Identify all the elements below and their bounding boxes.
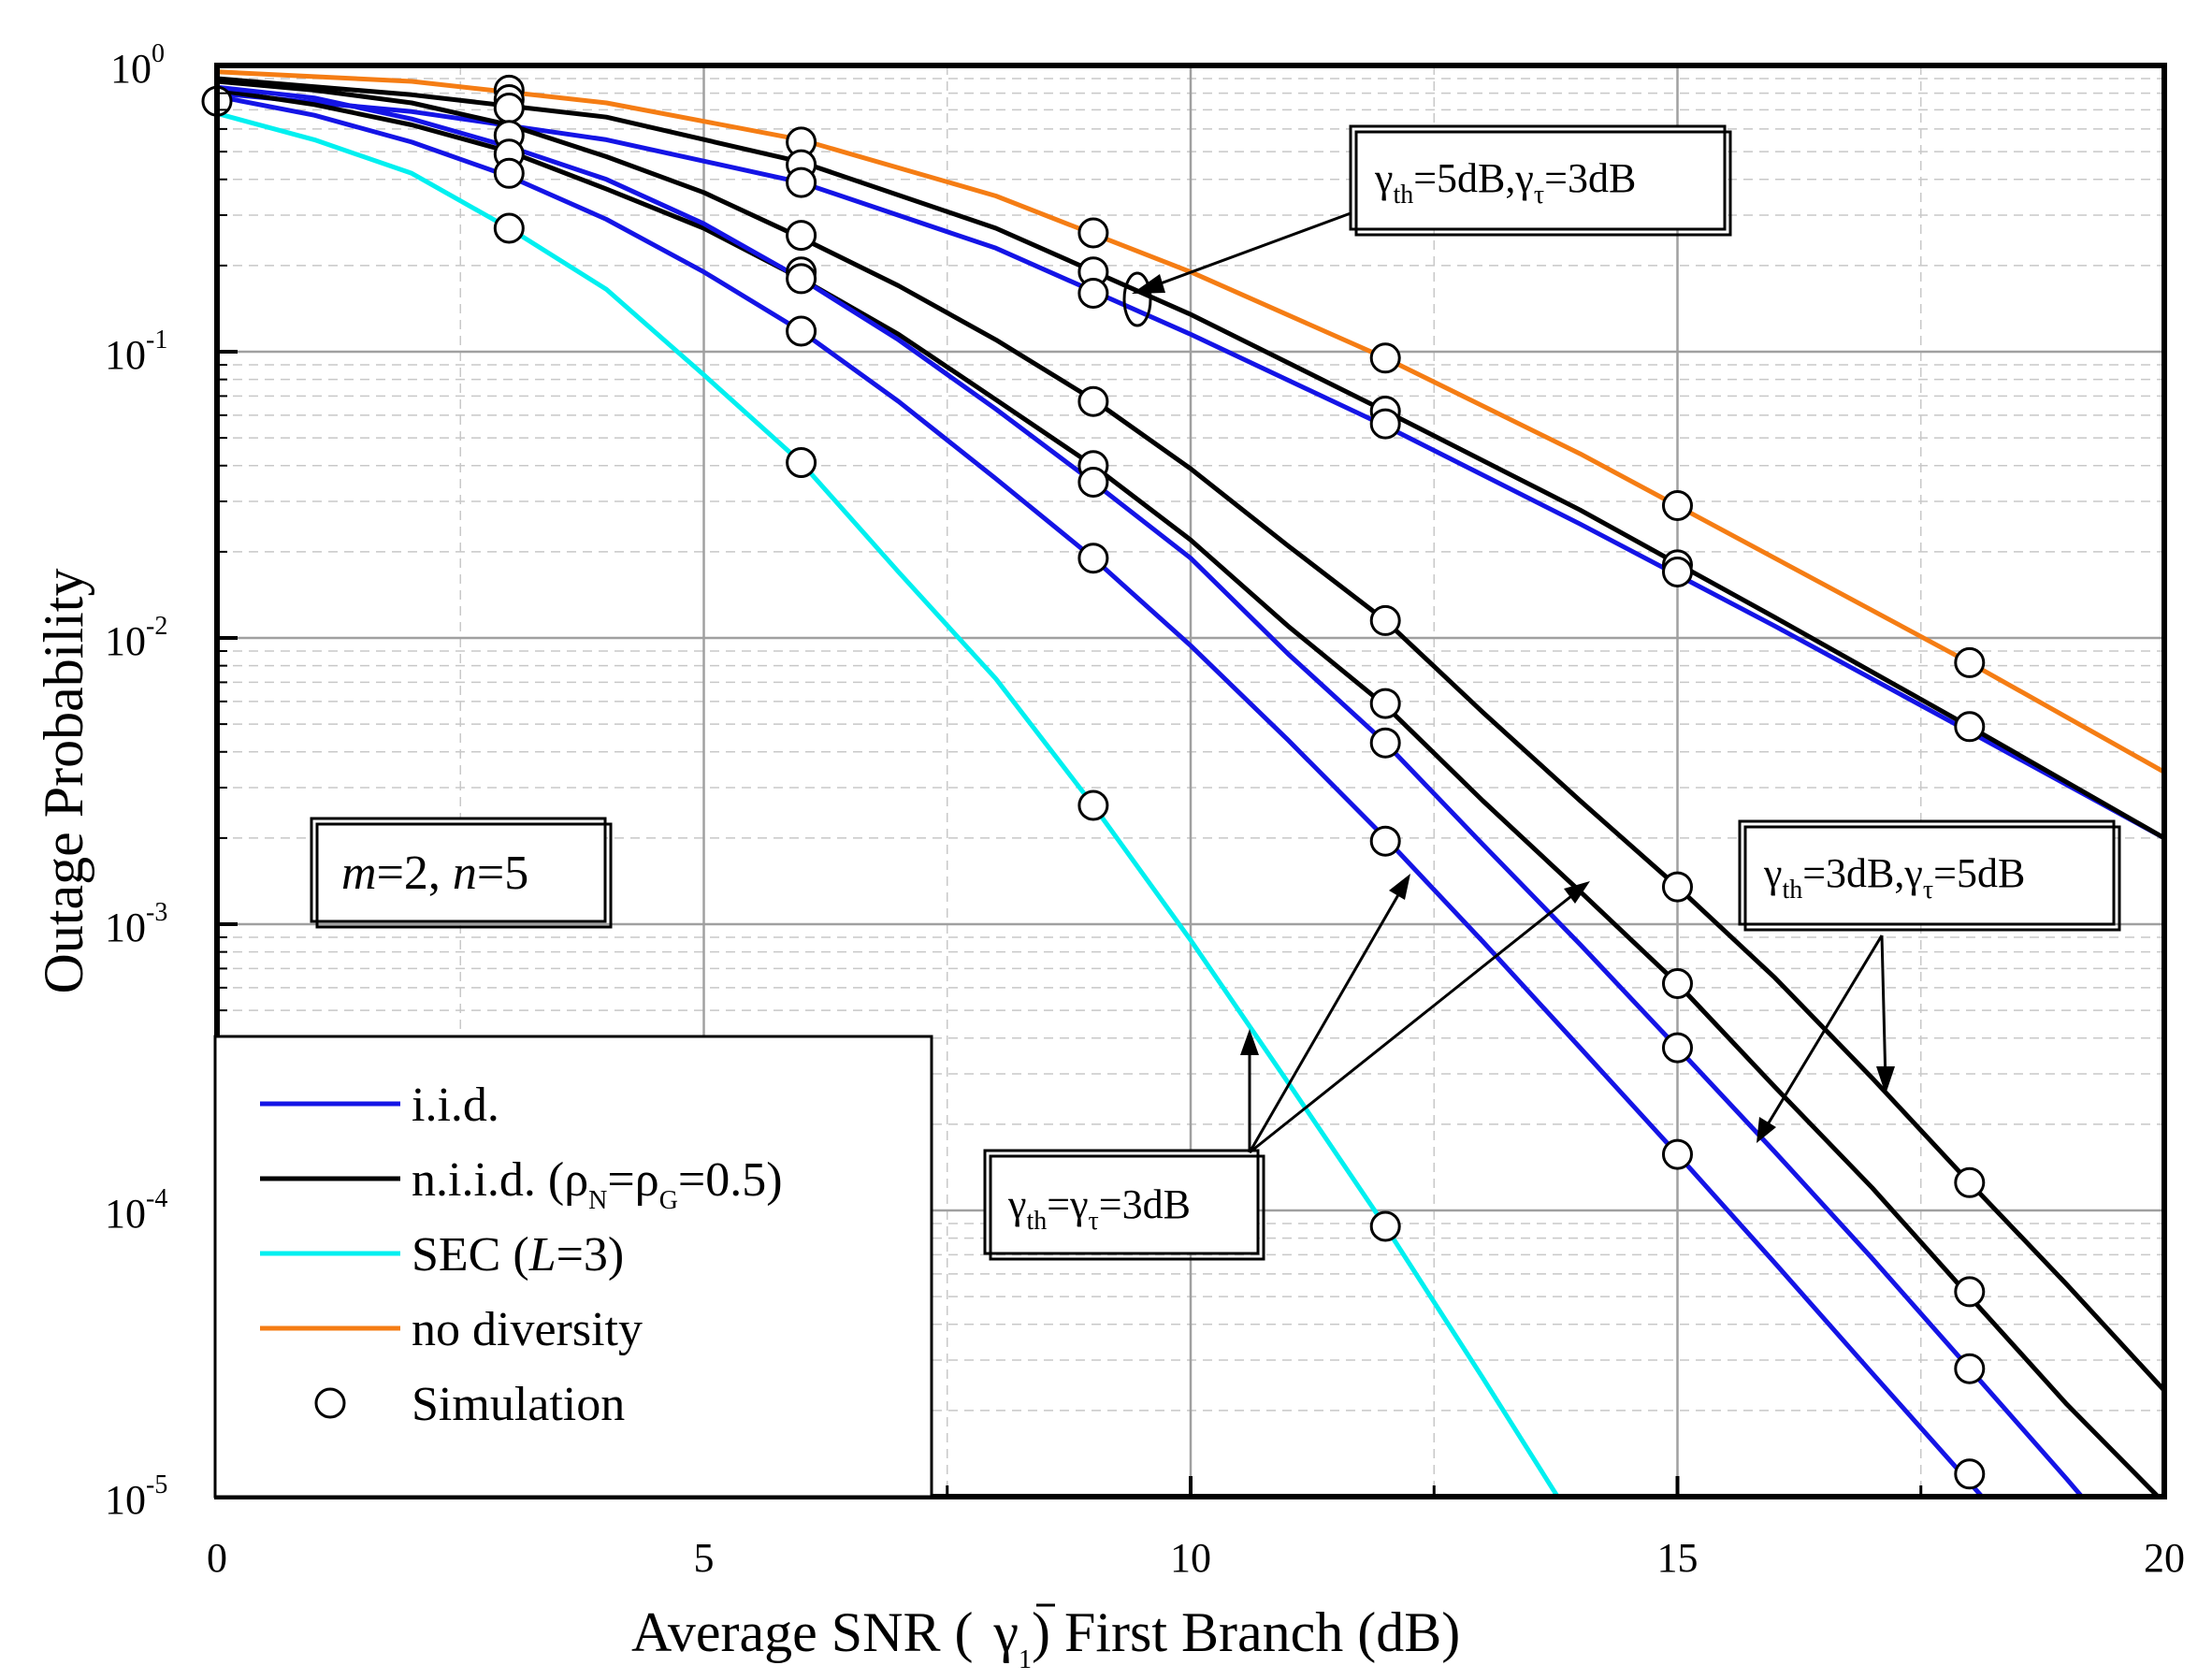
series-line-iid [217, 91, 2164, 841]
simulation-point [493, 157, 525, 189]
simulation-point [1954, 1353, 1986, 1384]
series-line-niid [217, 76, 2164, 841]
simulation-point [786, 447, 817, 478]
x-tick-label: 15 [1657, 1535, 1699, 1581]
simulation-point [1077, 789, 1109, 821]
annotation-gth-eq-gt-3: γth=γτ=3dB [983, 1149, 1265, 1261]
arrow-a2-2 [1880, 934, 1887, 1084]
legend-label-simulation: Simulation [412, 1378, 625, 1431]
simulation-point [1662, 557, 1693, 587]
y-tick-label: 10-5 [105, 1470, 167, 1523]
arrow-a3-2-head [1389, 874, 1410, 900]
simulation-markers [201, 74, 1986, 1490]
svg-text:γth=γτ=3dB: γth=γτ=3dB [1007, 1181, 1191, 1236]
legend-label-nodiv: no diversity [412, 1303, 643, 1356]
svg-text:γth=3dB,γτ=5dB: γth=3dB,γτ=5dB [1763, 850, 2025, 905]
simulation-point [1077, 543, 1109, 574]
y-axis-label: Outage Probability [33, 569, 94, 994]
arrow-a1 [1142, 211, 1352, 292]
simulation-point [786, 315, 817, 347]
simulation-point [786, 263, 817, 295]
y-tick-label: 100 [110, 39, 165, 92]
legend-label-sec: SEC (L=3) [412, 1228, 624, 1282]
simulation-point [1662, 1138, 1693, 1170]
simulation-point [786, 220, 817, 252]
simulation-point [1954, 1166, 1986, 1198]
params-box: m=2, n=5 [310, 817, 613, 929]
simulation-point [1077, 278, 1109, 309]
simulation-point [493, 93, 525, 123]
series-line-sec [217, 110, 1561, 1497]
simulation-point [1662, 490, 1693, 521]
simulation-point [1662, 1032, 1693, 1064]
y-tick-label: 10-2 [105, 612, 167, 664]
arrow-a3-3-head [1564, 881, 1590, 904]
simulation-point [1369, 342, 1401, 374]
simulation-point [786, 167, 817, 198]
svg-text:γth=5dB,γτ=3dB: γth=5dB,γτ=3dB [1374, 155, 1636, 210]
x-tick-label: 0 [207, 1535, 227, 1581]
series-layer [217, 69, 2164, 1497]
simulation-point [1077, 217, 1109, 249]
legend-label-iid: i.i.d. [412, 1079, 499, 1132]
simulation-point [1954, 646, 1986, 678]
arrow-a2-2-head [1876, 1066, 1895, 1094]
simulation-point [1662, 968, 1693, 999]
arrow-a2-1-head [1757, 1117, 1776, 1143]
simulation-point [1954, 711, 1986, 743]
svg-text:Average SNR (γ1) First Branch: Average SNR (γ1) First Branch (dB) [631, 1601, 1460, 1674]
simulation-point [1954, 1276, 1986, 1308]
y-tick-label: 10-4 [105, 1184, 167, 1237]
simulation-point [1369, 825, 1401, 857]
simulation-point [493, 212, 525, 244]
arrow-a3-3 [1249, 887, 1582, 1154]
simulation-point [1954, 1458, 1986, 1490]
legend-marker-simulation [314, 1387, 346, 1419]
arrow-a3-1-head [1240, 1029, 1259, 1055]
simulation-point [1369, 408, 1401, 440]
simulation-point [1369, 604, 1401, 636]
simulation-point [1369, 727, 1401, 759]
svg-text:m=2, n=5: m=2, n=5 [341, 847, 528, 900]
y-tick-labels: 100 10-1 10-2 10-3 10-4 10-5 [105, 39, 167, 1523]
simulation-point [1662, 871, 1693, 903]
x-tick-label: 10 [1170, 1535, 1211, 1581]
simulation-point [1077, 385, 1109, 417]
x-tick-labels: 0 5 10 15 20 [207, 1535, 2185, 1581]
curve-group-ellipse [1122, 271, 1152, 327]
annotation-gth3-gt5: γth=3dB,γτ=5dB [1738, 819, 2121, 932]
series-line-niid [217, 79, 2164, 1393]
simulation-point [1077, 467, 1109, 498]
legend-label-niid: n.i.i.d. (ρN=ρG=0.5) [412, 1153, 783, 1215]
x-tick-label: 5 [694, 1535, 715, 1581]
x-tick-label: 20 [2144, 1535, 2185, 1581]
x-axis-label: Average SNR (γ1) First Branch (dB) [631, 1601, 1460, 1674]
y-tick-label: 10-3 [105, 898, 167, 950]
simulation-point [1369, 1210, 1401, 1242]
annotation-gth5-gt3: γth=5dB,γτ=3dB [1349, 124, 1732, 237]
legend: i.i.d. n.i.i.d. (ρN=ρG=0.5) SEC (L=3) no… [213, 1035, 933, 1499]
y-tick-label: 10-1 [105, 326, 167, 378]
arrow-a2-1 [1760, 934, 1884, 1135]
series-line-iid [217, 94, 1986, 1497]
series-line-iid [217, 84, 2086, 1497]
annotation-arrows [1122, 211, 1895, 1154]
simulation-point [1369, 688, 1401, 719]
arrow-a3-2 [1248, 886, 1405, 1153]
series-line-niid [217, 87, 2161, 1497]
